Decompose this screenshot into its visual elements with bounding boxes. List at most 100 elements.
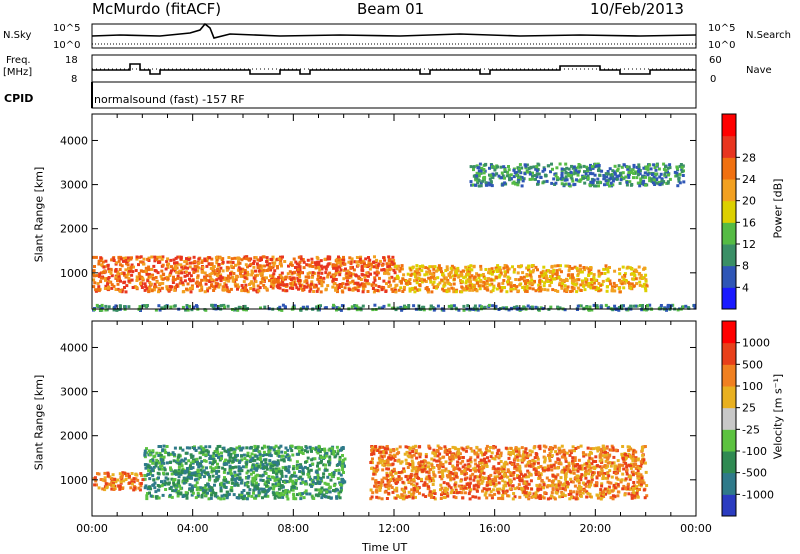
heatmap-cell xyxy=(185,273,189,277)
heatmap-cell xyxy=(638,272,642,275)
heatmap-cell xyxy=(515,170,519,174)
heatmap-cell xyxy=(212,451,216,455)
heatmap-cell xyxy=(437,459,441,463)
heatmap-cell xyxy=(586,491,590,495)
heatmap-cell xyxy=(216,462,219,466)
heatmap-cell xyxy=(263,453,267,457)
heatmap-cell xyxy=(240,258,244,262)
heatmap-cell xyxy=(214,256,218,260)
heatmap-cell xyxy=(664,169,668,173)
heatmap-cell xyxy=(570,177,574,181)
heatmap-cell xyxy=(642,267,646,271)
heatmap-cell xyxy=(595,305,599,309)
heatmap-cell xyxy=(138,274,142,278)
heatmap-cell xyxy=(270,258,273,261)
heatmap-cell xyxy=(247,475,251,478)
heatmap-cell xyxy=(604,264,608,268)
heatmap-cell xyxy=(237,465,241,469)
heatmap-cell xyxy=(387,268,391,272)
heatmap-cell xyxy=(516,476,520,479)
heatmap-cell xyxy=(662,180,666,184)
heatmap-cell xyxy=(262,450,266,454)
heatmap-cell xyxy=(478,461,482,465)
heatmap-cell xyxy=(509,289,513,293)
heatmap-cell xyxy=(271,275,275,279)
heatmap-cell xyxy=(566,264,570,268)
heatmap-cell xyxy=(440,270,443,274)
heatmap-cell xyxy=(138,305,142,309)
heatmap-cell xyxy=(277,449,281,453)
heatmap-cell xyxy=(402,287,406,291)
heatmap-cell xyxy=(390,306,394,310)
heatmap-cell xyxy=(465,285,469,289)
heatmap-cell xyxy=(275,280,278,284)
heatmap-cell xyxy=(254,496,258,500)
beam-title: Beam 01 xyxy=(357,0,425,18)
heatmap-cell xyxy=(480,305,484,309)
heatmap-cell xyxy=(506,481,510,485)
heatmap-cell xyxy=(245,460,249,464)
heatmap-cell xyxy=(275,277,279,281)
heatmap-cell xyxy=(322,472,326,476)
heatmap-cell xyxy=(318,275,322,279)
heatmap-cell xyxy=(378,259,382,263)
heatmap-cell xyxy=(397,471,401,474)
heatmap-cell xyxy=(341,290,345,294)
heatmap-cell xyxy=(222,493,226,497)
heatmap-cell xyxy=(458,490,462,494)
heatmap-cell xyxy=(536,162,540,166)
heatmap-cell xyxy=(264,492,268,496)
heatmap-cell xyxy=(478,162,482,166)
heatmap-cell xyxy=(402,467,406,471)
heatmap-cell xyxy=(524,464,528,468)
power-heatmap xyxy=(92,162,697,312)
heatmap-cell xyxy=(197,257,201,261)
heatmap-cell xyxy=(447,289,451,293)
heatmap-cell xyxy=(460,471,464,475)
heatmap-cell xyxy=(659,172,663,176)
heatmap-cell xyxy=(435,459,439,463)
heatmap-cell xyxy=(248,446,252,450)
heatmap-cell xyxy=(189,461,193,465)
nsky-tick-bottom: 10^0 xyxy=(53,40,81,51)
heatmap-cell xyxy=(236,287,239,291)
heatmap-cell xyxy=(281,466,285,470)
heatmap-cell xyxy=(167,482,171,486)
heatmap-cell xyxy=(189,290,193,294)
heatmap-cell xyxy=(584,283,588,287)
heatmap-cell xyxy=(148,459,152,463)
heatmap-cell xyxy=(549,269,552,273)
heatmap-cell xyxy=(516,178,520,182)
heatmap-cell xyxy=(290,284,294,288)
heatmap-cell xyxy=(109,280,113,284)
heatmap-cell xyxy=(387,303,391,307)
heatmap-cell xyxy=(538,285,542,289)
heatmap-cell xyxy=(301,480,305,484)
heatmap-cell xyxy=(522,306,526,310)
heatmap-cell xyxy=(655,181,659,185)
heatmap-cell xyxy=(638,483,641,487)
heatmap-cell xyxy=(324,271,328,275)
heatmap-cell xyxy=(546,497,550,501)
heatmap-cell xyxy=(678,164,682,168)
heatmap-cell xyxy=(172,478,176,482)
heatmap-cell xyxy=(575,490,579,494)
heatmap-cell xyxy=(278,286,282,290)
heatmap-cell xyxy=(306,466,310,470)
heatmap-cell xyxy=(539,271,543,275)
heatmap-cell xyxy=(507,168,511,172)
heatmap-cell xyxy=(234,275,238,279)
heatmap-cell xyxy=(120,264,124,268)
heatmap-cell xyxy=(372,290,376,294)
heatmap-cell xyxy=(338,496,342,500)
heatmap-cell xyxy=(161,448,165,452)
heatmap-cell xyxy=(296,266,300,270)
heatmap-cell xyxy=(644,286,648,290)
heatmap-cell xyxy=(259,272,263,276)
heatmap-cell xyxy=(535,169,539,173)
heatmap-cell xyxy=(565,178,569,182)
heatmap-cell xyxy=(466,304,470,308)
heatmap-cell xyxy=(502,279,506,282)
heatmap-cell xyxy=(557,462,561,465)
heatmap-cell xyxy=(274,484,278,488)
